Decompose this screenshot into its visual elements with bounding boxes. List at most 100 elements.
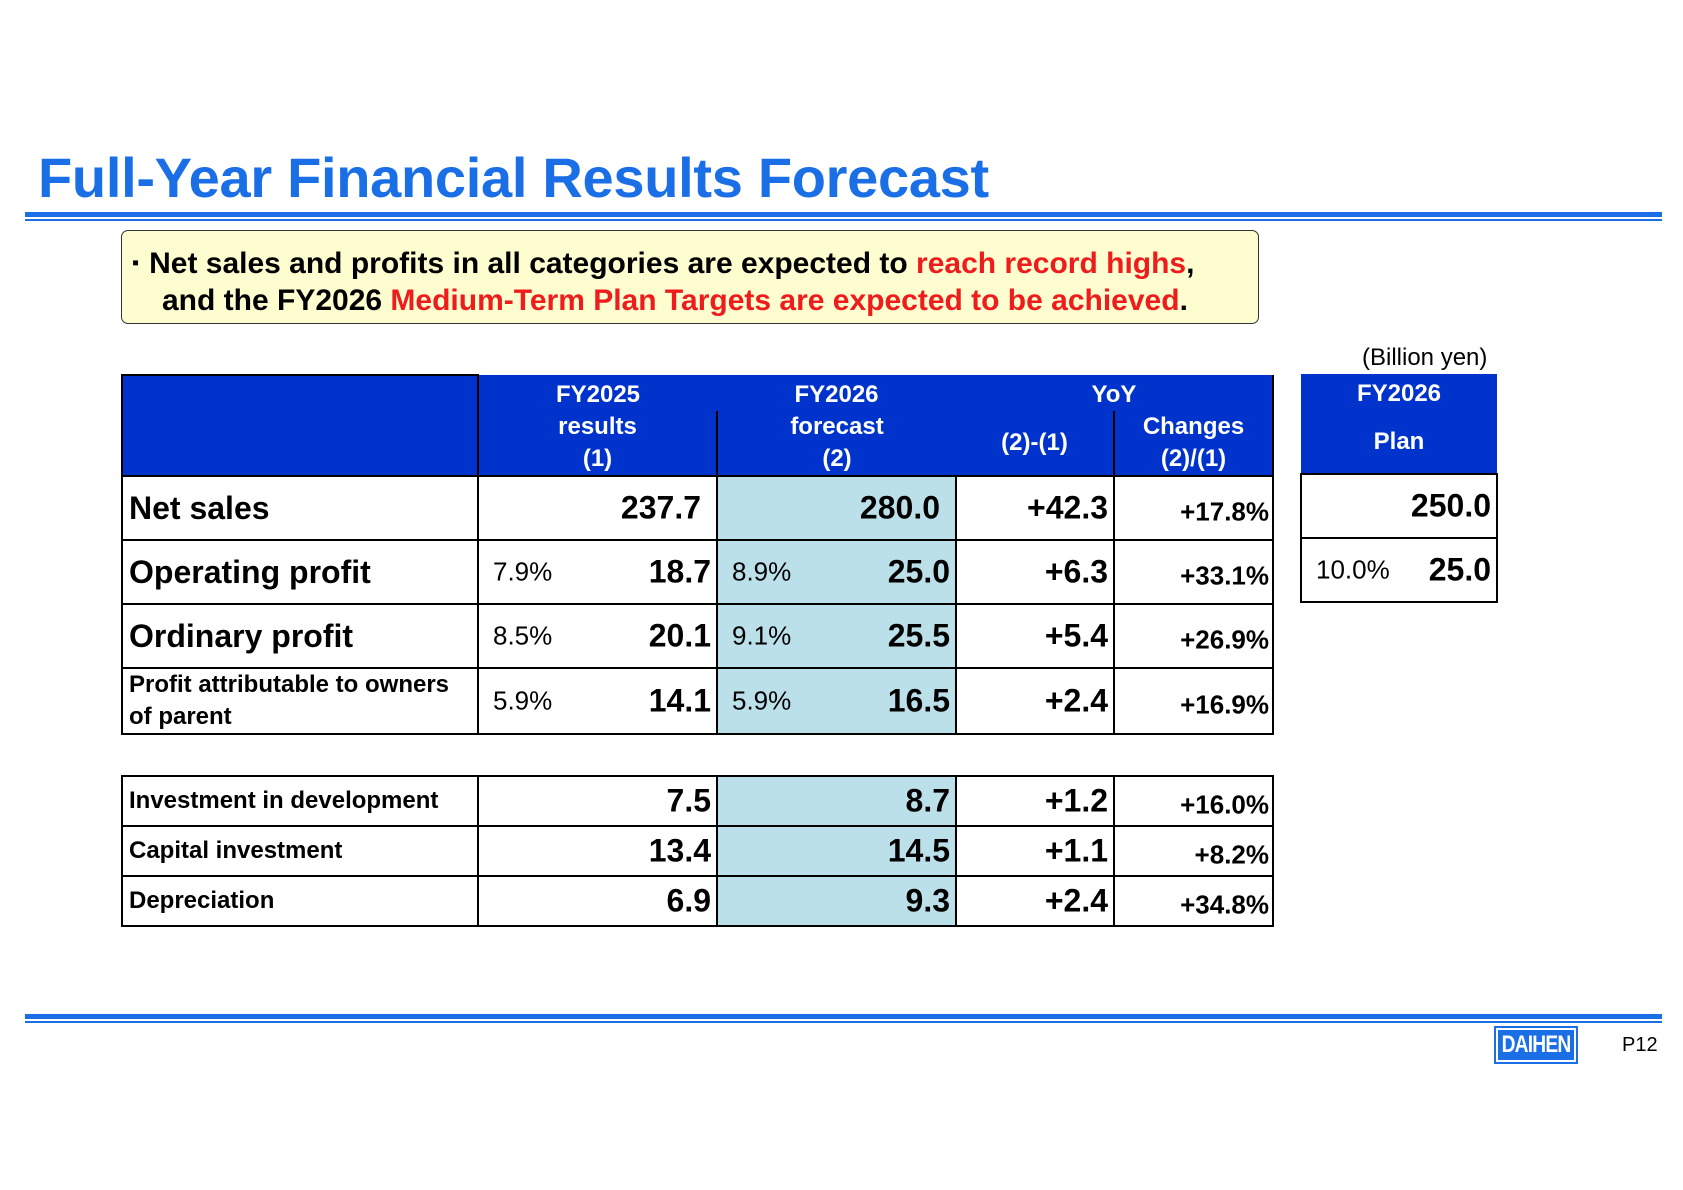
header-changes-formula: (2)/(1) <box>1113 443 1274 476</box>
diff-cell: +2.4 <box>955 667 1115 735</box>
page-number: P12 <box>1622 1034 1658 1056</box>
fy2025-margin: 5.9% <box>493 685 553 716</box>
fy2025-margin: 8.5% <box>493 620 553 651</box>
table-row: 10.0% 25.0 <box>1300 537 1498 603</box>
diff-cell: +1.2 <box>955 775 1115 827</box>
header-fy2026: FY2026 <box>717 375 956 411</box>
table-row: 250.0 <box>1300 473 1498 539</box>
table-row: Ordinary profit 8.5% 20.1 9.1% 25.5 +5.4 +… <box>121 603 1274 669</box>
change-cell: +26.9% <box>1113 603 1274 669</box>
daihen-logo: DAIHEN <box>1494 1026 1578 1064</box>
header-fy2025-sub: results <box>478 411 717 443</box>
diff-value: +2.4 <box>1044 682 1108 719</box>
fy2025-value: 13.4 <box>648 832 711 869</box>
fy2026-value: 16.5 <box>887 682 950 719</box>
callout-line-1: ▪ Net sales and profits in all categories… <box>132 245 1248 282</box>
change-value: +16.0% <box>1180 789 1269 820</box>
fy2026-value: 25.5 <box>887 617 950 654</box>
fy2026-cell: 8.7 <box>716 775 957 827</box>
financial-results-table: FY2025 FY2026 YoY results forecast (2)-(… <box>121 374 1274 735</box>
footer-divider-thin <box>25 1021 1662 1023</box>
fy2026-cell: 5.9% 16.5 <box>716 667 957 735</box>
header-plan: Plan <box>1301 410 1497 474</box>
fy2026-cell: 9.3 <box>716 875 957 927</box>
row-label-line: Profit attributable to owners <box>129 671 450 698</box>
fy2025-cell: 237.7 <box>477 475 718 541</box>
diff-value: +42.3 <box>1027 489 1108 526</box>
footer-divider <box>25 1014 1662 1019</box>
table-row: Investment in development 7.5 8.7 +1.2 +… <box>121 775 1274 827</box>
fy2025-cell: 6.9 <box>477 875 718 927</box>
fy2025-value: 14.1 <box>648 682 711 719</box>
table-row: Net sales 237.7 280.0 +42.3 +17.8% <box>121 475 1274 541</box>
change-value: +16.9% <box>1180 689 1269 720</box>
summary-callout: ▪ Net sales and profits in all categories… <box>121 230 1259 324</box>
header-plan-year: FY2026 <box>1301 374 1497 410</box>
fy2026-margin: 9.1% <box>732 620 792 651</box>
diff-cell: +5.4 <box>955 603 1115 669</box>
fy2025-value: 20.1 <box>648 617 711 654</box>
diff-value: +6.3 <box>1044 553 1108 590</box>
fy2025-value: 18.7 <box>648 553 711 590</box>
fy2026-cell: 8.9% 25.0 <box>716 539 957 605</box>
fy2026-value: 25.0 <box>887 553 950 590</box>
plan-cell: 250.0 <box>1300 473 1498 539</box>
row-label: Depreciation <box>121 875 479 927</box>
change-value: +8.2% <box>1194 839 1269 870</box>
callout-text: . <box>1179 284 1188 317</box>
fy2025-value: 6.9 <box>666 882 711 919</box>
change-cell: +16.9% <box>1113 667 1274 735</box>
unit-label: (Billion yen) <box>1362 344 1488 371</box>
investment-table: Investment in development 7.5 8.7 +1.2 +… <box>121 775 1274 927</box>
diff-cell: +6.3 <box>955 539 1115 605</box>
plan-value: 25.0 <box>1428 551 1491 588</box>
header-diff: (2)-(1) <box>956 411 1114 476</box>
bullet-icon: ▪ <box>132 252 140 274</box>
fy2025-cell: 13.4 <box>477 825 718 877</box>
row-label: Profit attributable to owners of parent <box>121 667 479 735</box>
title-divider-thin <box>25 219 1662 221</box>
fy2026-value: 14.5 <box>887 832 950 869</box>
header-fy2025-num: (1) <box>478 443 717 476</box>
change-value: +26.9% <box>1180 624 1269 655</box>
row-label-line: of parent <box>129 703 232 730</box>
diff-value: +5.4 <box>1044 617 1108 654</box>
change-cell: +34.8% <box>1113 875 1274 927</box>
logo-text: DAIHEN <box>1501 1031 1572 1058</box>
row-label: Investment in development <box>121 775 479 827</box>
header-fy2025: FY2025 <box>478 375 717 411</box>
table-row: Operating profit 7.9% 18.7 8.9% 25.0 +6.3 … <box>121 539 1274 605</box>
callout-text: and the FY2026 <box>162 284 391 317</box>
change-value: +34.8% <box>1180 889 1269 920</box>
header-fy2026-sub: forecast <box>716 411 956 443</box>
fy2026-cell: 14.5 <box>716 825 957 877</box>
row-label: Net sales <box>121 475 479 541</box>
change-cell: +17.8% <box>1113 475 1274 541</box>
table-row: Profit attributable to owners of parent 5… <box>121 667 1274 735</box>
header-changes: Changes <box>1113 411 1274 443</box>
fy2025-value: 237.7 <box>620 489 701 526</box>
callout-line-2: and the FY2026 Medium-Term Plan Targets … <box>132 282 1248 319</box>
fy2026-value: 8.7 <box>905 782 950 819</box>
fy2025-value: 7.5 <box>666 782 711 819</box>
fy2025-cell: 7.9% 18.7 <box>477 539 718 605</box>
diff-cell: +2.4 <box>955 875 1115 927</box>
change-value: +17.8% <box>1180 496 1269 527</box>
plan-margin: 10.0% <box>1316 554 1390 585</box>
fy2026-value: 9.3 <box>905 882 950 919</box>
diff-cell: +42.3 <box>955 475 1115 541</box>
table-row: Capital investment 13.4 14.5 +1.1 +8.2% <box>121 825 1274 877</box>
change-cell: +33.1% <box>1113 539 1274 605</box>
diff-value: +1.2 <box>1044 782 1108 819</box>
fy2026-cell: 9.1% 25.5 <box>716 603 957 669</box>
fy2026-cell: 280.0 <box>716 475 957 541</box>
row-label: Capital investment <box>121 825 479 877</box>
page-title: Full-Year Financial Results Forecast <box>38 146 989 209</box>
change-cell: +16.0% <box>1113 775 1274 827</box>
change-value: +33.1% <box>1180 560 1269 591</box>
fy2026-margin: 8.9% <box>732 556 792 587</box>
callout-text: Net sales and profits in all categories … <box>149 247 917 280</box>
callout-highlight: Medium-Term Plan Targets are expected to… <box>390 284 1180 317</box>
plan-value: 250.0 <box>1410 487 1491 524</box>
header-yoy: YoY <box>956 375 1274 411</box>
